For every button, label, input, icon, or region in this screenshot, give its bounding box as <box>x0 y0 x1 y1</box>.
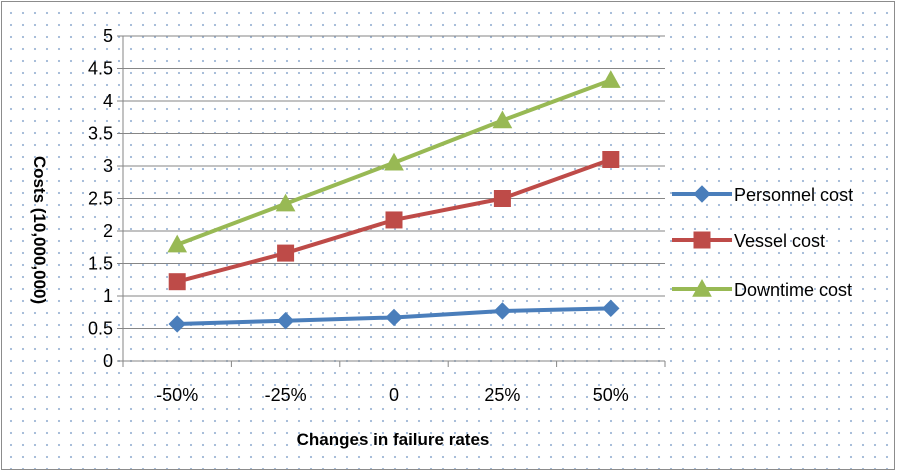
data-point <box>278 245 294 261</box>
x-axis-title: Changes in failure rates <box>297 430 490 449</box>
y-tick-label: 4 <box>103 91 113 111</box>
legend: Personnel cost Vessel cost Downtime cost <box>672 185 853 300</box>
data-point <box>278 313 294 329</box>
y-tick-label: 2.5 <box>88 189 113 209</box>
data-point <box>169 316 185 332</box>
x-tick-label: 50% <box>593 385 629 405</box>
legend-label: Downtime cost <box>734 280 852 300</box>
data-point <box>494 191 510 207</box>
x-tick-label: -25% <box>265 385 307 405</box>
y-tick-label: 3 <box>103 156 113 176</box>
data-point <box>494 303 510 319</box>
x-tick-labels: -50% -25% 0 25% 50% <box>156 385 629 405</box>
data-point <box>602 71 620 87</box>
x-tick-label: 0 <box>389 385 399 405</box>
y-tick-label: 1.5 <box>88 254 113 274</box>
data-point <box>386 212 402 228</box>
y-tick-label: 4.5 <box>88 59 113 79</box>
legend-marker <box>694 186 710 202</box>
series-group <box>168 71 620 332</box>
y-tick-label: 5 <box>103 26 113 46</box>
y-tick-label: 1 <box>103 286 113 306</box>
y-tick-label: 0.5 <box>88 319 113 339</box>
data-point <box>169 274 185 290</box>
y-axis-title: Costs (10,000,000) <box>30 156 49 304</box>
legend-marker <box>694 232 710 248</box>
data-point <box>386 309 402 325</box>
y-tick-label: 2 <box>103 221 113 241</box>
data-point <box>603 300 619 316</box>
gridlines <box>123 36 665 329</box>
y-tick-label: 3.5 <box>88 124 113 144</box>
y-tick-label: 0 <box>103 351 113 371</box>
x-tick-label: 25% <box>484 385 520 405</box>
x-tick-label: -50% <box>156 385 198 405</box>
data-point <box>603 152 619 168</box>
legend-label: Vessel cost <box>734 231 825 251</box>
legend-label: Personnel cost <box>734 185 853 205</box>
y-tick-labels: 0 0.5 1 1.5 2 2.5 3 3.5 4 4.5 5 <box>88 26 113 371</box>
